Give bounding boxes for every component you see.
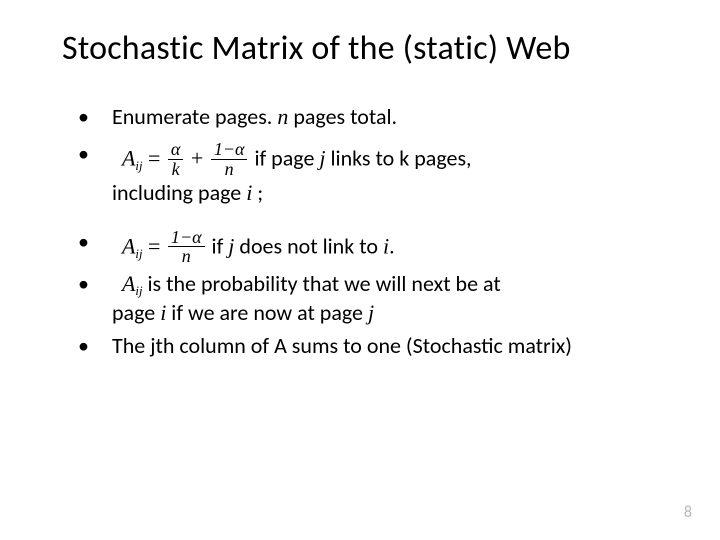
bullet-3-mid: if xyxy=(207,232,229,259)
bullet-3-mid2: does not link to xyxy=(234,232,383,259)
eq-sign: = xyxy=(143,146,166,171)
frac-den: k xyxy=(168,159,183,179)
bullet-2-mid2: links to xyxy=(326,145,400,172)
math-A: A xyxy=(122,146,135,171)
frac-1ma-n: 1−αn xyxy=(211,140,248,179)
bullet-4-pre: is the probability that we will next be … xyxy=(143,270,501,297)
math-sub-ij: ij xyxy=(135,284,142,298)
frac-den: n xyxy=(211,159,248,179)
math-j: j xyxy=(368,300,374,325)
bullet-3: • Aij = 1−αn if j does not link to i. xyxy=(78,229,640,268)
bullet-dot: • xyxy=(78,141,89,168)
bullet-5: • The jth column of A sums to one (Stoch… xyxy=(78,333,640,360)
bullet-dot: • xyxy=(78,271,89,298)
bullet-4-line2-pre: page xyxy=(112,299,160,326)
bullet-1: • Enumerate pages. n pages total. xyxy=(78,104,640,131)
bullet-2-mid: if page xyxy=(249,145,319,172)
math-k-plain: k xyxy=(399,145,409,172)
frac-den: n xyxy=(168,246,205,266)
slide-title: Stochastic Matrix of the (static) Web xyxy=(62,28,680,69)
eq-sign: = xyxy=(143,233,166,258)
bullet-3-end: . xyxy=(389,232,395,259)
frac-num: α xyxy=(168,140,183,159)
frac-1ma-n: 1−αn xyxy=(168,228,205,267)
bullet-2-line2-pre: including page xyxy=(112,179,246,206)
plus-sign: + xyxy=(185,146,208,171)
bullet-2-end: pages, xyxy=(409,145,471,172)
frac-alpha-k: αk xyxy=(168,140,183,179)
frac-num: 1−α xyxy=(211,140,248,159)
bullet-2-line2-post: ; xyxy=(252,179,263,206)
bullet-dot: • xyxy=(78,229,89,256)
math-sub-ij: ij xyxy=(135,246,142,260)
bullet-2: • Aij = αk + 1−αn if page j links to k p… xyxy=(78,141,640,207)
slide: Stochastic Matrix of the (static) Web • … xyxy=(0,0,720,540)
math-n: n xyxy=(277,104,288,129)
bullet-1-text-post: pages total. xyxy=(288,103,397,130)
bullet-4: • Aij is the probability that we will ne… xyxy=(78,271,640,326)
page-number: 8 xyxy=(684,503,692,522)
bullet-4-line2-mid: if we are now at page xyxy=(166,299,368,326)
bullet-dot: • xyxy=(78,104,89,131)
frac-num: 1−α xyxy=(168,228,205,247)
bullet-list: • Enumerate pages. n pages total. • Aij … xyxy=(78,104,640,370)
math-A: A xyxy=(122,233,135,258)
math-sub-ij: ij xyxy=(135,159,142,173)
math-A: A xyxy=(122,271,135,296)
bullet-5-text: The jth column of A sums to one (Stochas… xyxy=(112,332,572,359)
bullet-dot: • xyxy=(78,333,89,360)
bullet-1-text-pre: Enumerate pages. xyxy=(112,103,277,130)
